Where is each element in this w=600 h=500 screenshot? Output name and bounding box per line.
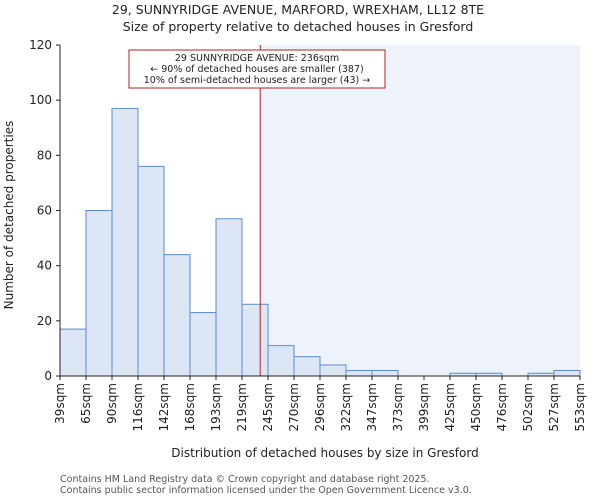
y-tick-label: 100 xyxy=(29,93,52,107)
annotation-line-2: ← 90% of detached houses are smaller (38… xyxy=(150,64,363,75)
x-tick-label: 296sqm xyxy=(313,383,327,431)
x-tick-label: 450sqm xyxy=(469,383,483,431)
x-tick-label: 553sqm xyxy=(573,383,587,431)
x-tick-label: 142sqm xyxy=(157,383,171,431)
x-tick-label: 425sqm xyxy=(443,383,457,431)
x-axis-label: Distribution of detached houses by size … xyxy=(171,446,478,460)
x-tick-label: 245sqm xyxy=(261,383,275,431)
annotation-line-3: 10% of semi-detached houses are larger (… xyxy=(144,75,371,86)
footer-line-2: Contains public sector information licen… xyxy=(60,485,472,496)
bar-116sqm xyxy=(137,165,165,377)
x-tick-label: 527sqm xyxy=(547,383,561,431)
x-ticks: 39sqm 65sqm 90sqm 116sqm 142sqm 168sqm 193sqm 2… xyxy=(53,376,587,431)
annotation-frame xyxy=(128,49,386,89)
bar-527sqm xyxy=(553,369,581,377)
y-tick-label: 20 xyxy=(37,314,52,328)
x-tick-label: 502sqm xyxy=(521,383,535,431)
bar-347sqm xyxy=(371,369,399,377)
y-tick-label: 120 xyxy=(29,38,52,52)
x-tick-label: 322sqm xyxy=(339,383,353,431)
x-tick-label: 347sqm xyxy=(365,383,379,431)
chart-subtitle: Size of property relative to detached ho… xyxy=(123,19,474,34)
bar-39sqm xyxy=(59,328,87,377)
bars-group xyxy=(59,107,581,377)
bar-270sqm xyxy=(293,356,321,377)
annotation-box: 29 SUNNYRIDGE AVENUE: 236sqm ← 90% of de… xyxy=(128,49,386,89)
y-ticks: 0 20 40 60 80 100 120 xyxy=(29,38,60,383)
x-tick-label: 90sqm xyxy=(105,383,119,424)
larger-region-shade xyxy=(260,45,580,376)
x-tick-label: 270sqm xyxy=(287,383,301,431)
x-tick-label: 168sqm xyxy=(183,383,197,431)
y-tick-label: 60 xyxy=(37,204,52,218)
bar-90sqm xyxy=(111,107,139,377)
x-tick-label: 219sqm xyxy=(235,383,249,431)
bar-168sqm xyxy=(189,312,217,377)
y-tick-label: 0 xyxy=(44,369,52,383)
bar-322sqm xyxy=(345,369,373,377)
x-tick-label: 476sqm xyxy=(495,383,509,431)
annotation-line-1: 29 SUNNYRIDGE AVENUE: 236sqm xyxy=(175,53,339,64)
bar-219sqm xyxy=(241,303,269,377)
bar-245sqm xyxy=(267,345,295,377)
footer-line-1: Contains HM Land Registry data © Crown c… xyxy=(60,474,430,485)
y-tick-label: 80 xyxy=(37,148,52,162)
x-tick-label: 399sqm xyxy=(417,383,431,431)
x-tick-label: 116sqm xyxy=(131,383,145,431)
chart-title: 29, SUNNYRIDGE AVENUE, MARFORD, WREXHAM,… xyxy=(112,2,484,17)
x-tick-label: 39sqm xyxy=(53,383,67,424)
y-tick-label: 40 xyxy=(37,259,52,273)
x-tick-label: 373sqm xyxy=(391,383,405,431)
x-tick-label: 65sqm xyxy=(79,383,93,424)
x-tick-label: 193sqm xyxy=(209,383,223,431)
bar-142sqm xyxy=(163,254,191,377)
bar-193sqm xyxy=(215,218,243,377)
bar-65sqm xyxy=(85,210,113,377)
bar-296sqm xyxy=(319,364,347,377)
y-axis-label: Number of detached properties xyxy=(2,121,16,310)
